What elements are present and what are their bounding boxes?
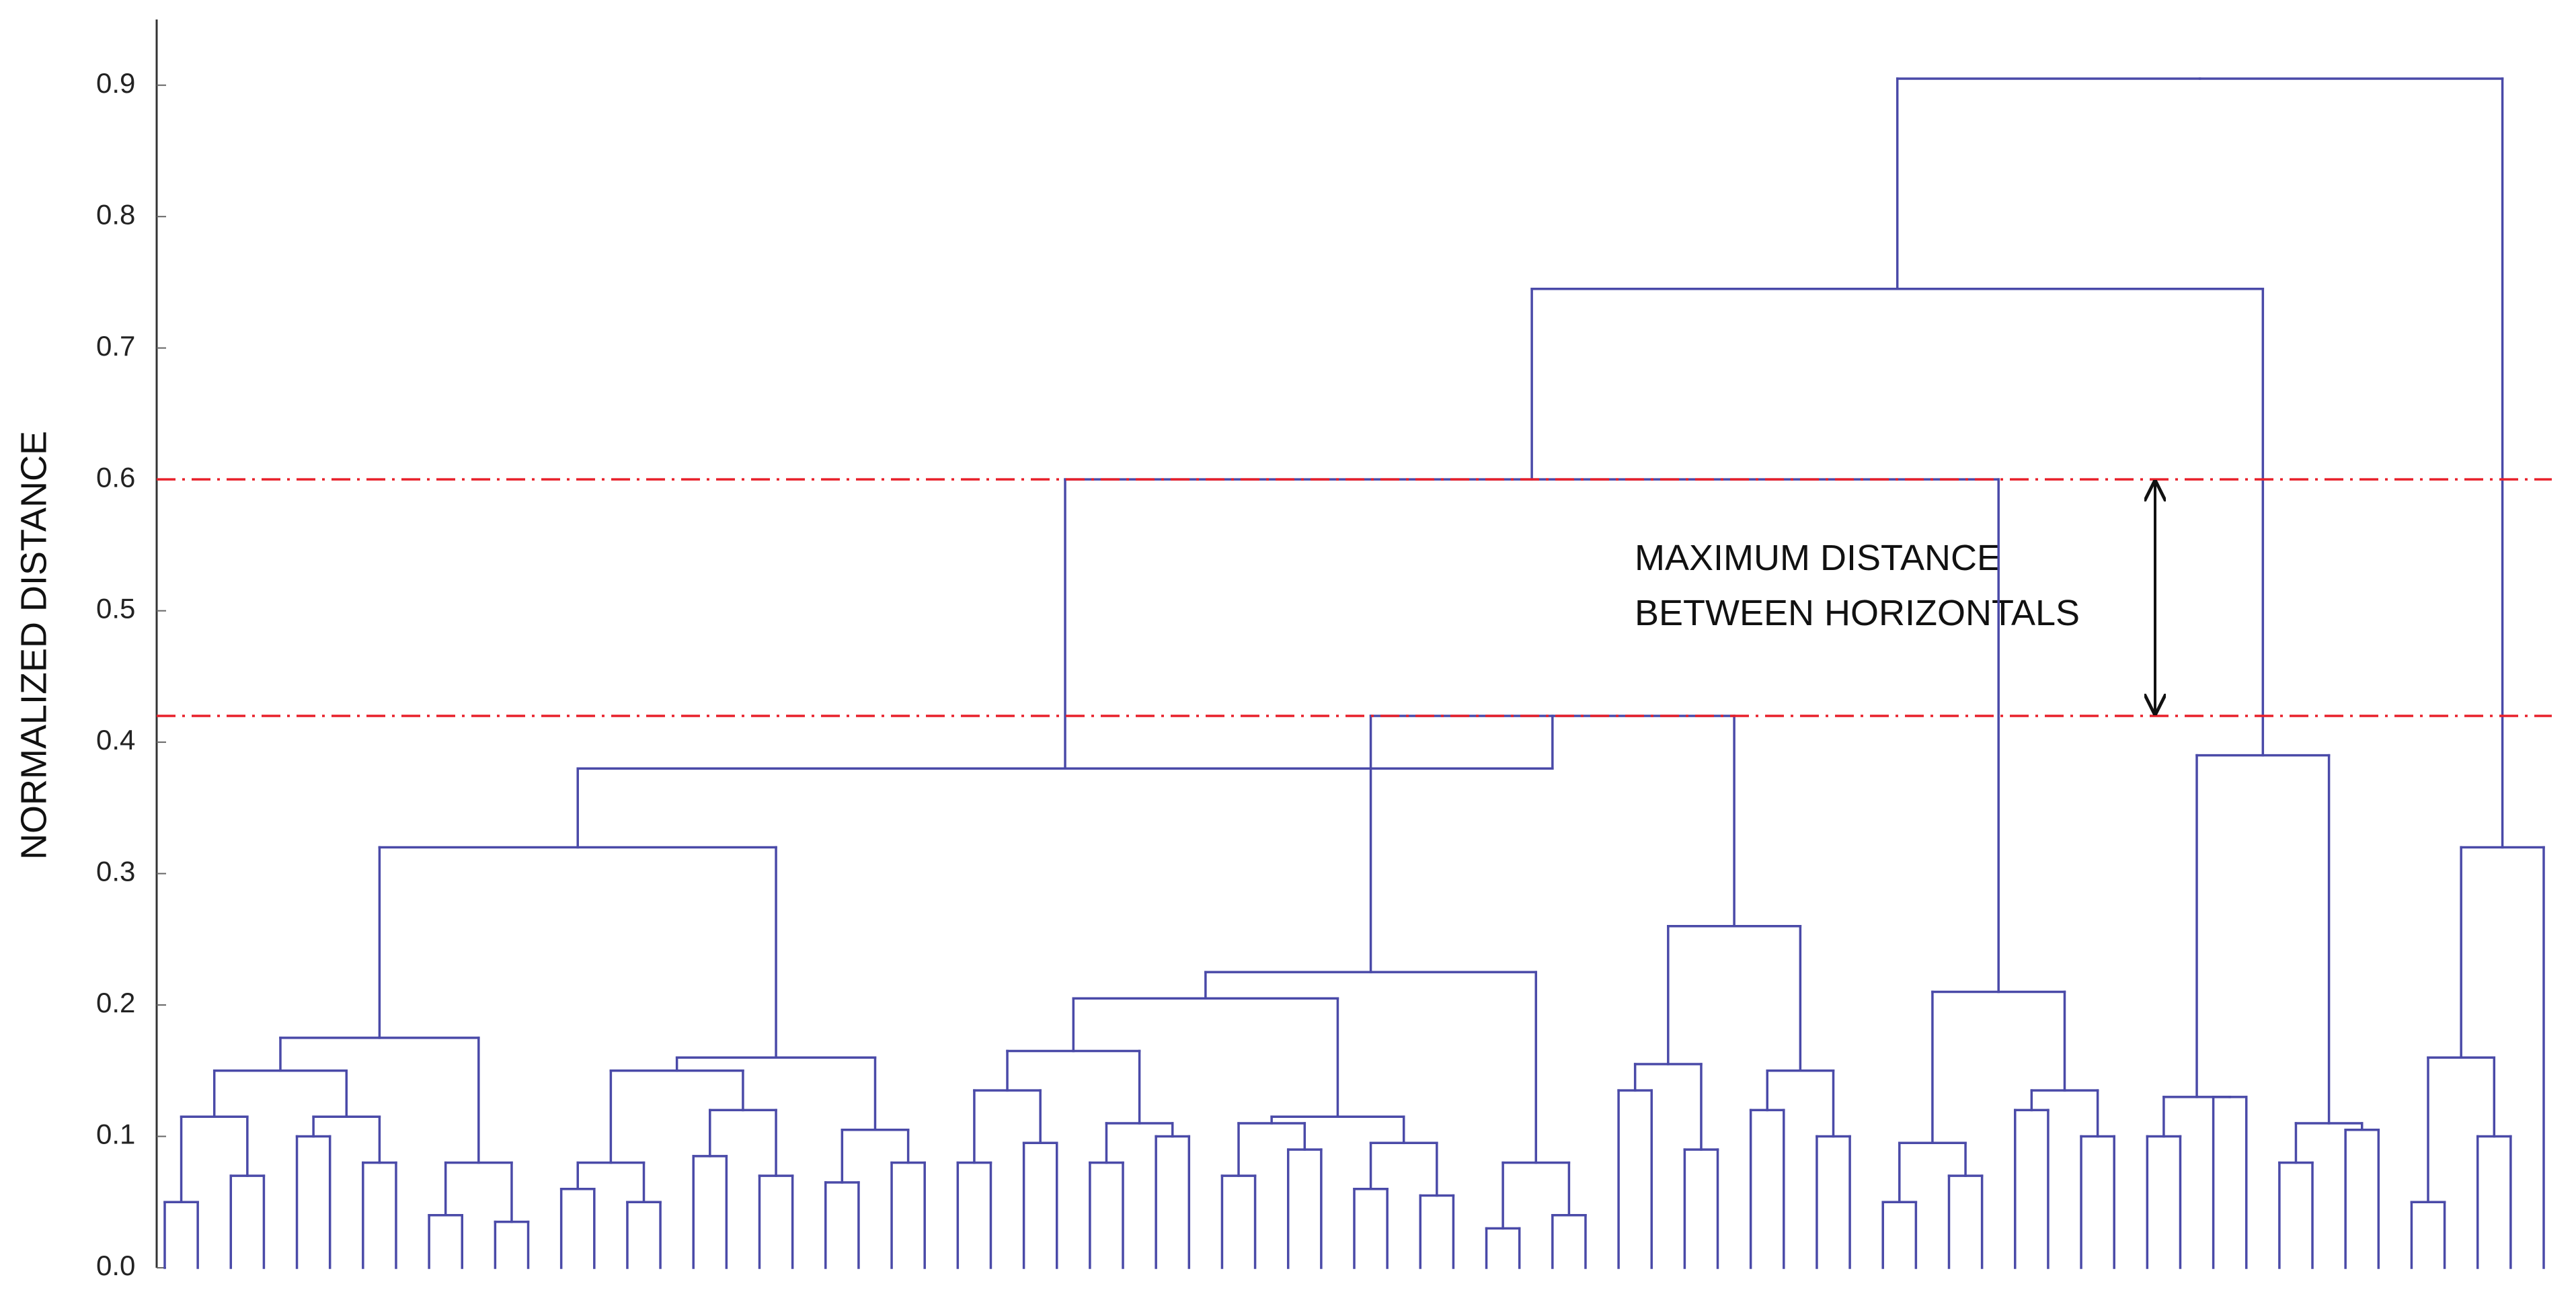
y-tick-label: 0.1 xyxy=(96,1119,135,1150)
annotation-line: MAXIMUM DISTANCE xyxy=(1635,538,2001,578)
y-tick-label: 0.6 xyxy=(96,461,135,493)
y-tick-label: 0.7 xyxy=(96,330,135,362)
y-tick-label: 0.9 xyxy=(96,67,135,99)
y-tick-label: 0.2 xyxy=(96,987,135,1018)
y-tick-label: 0.8 xyxy=(96,198,135,230)
y-tick-label: 0.4 xyxy=(96,724,135,756)
y-tick-label: 0.3 xyxy=(96,856,135,887)
y-tick-label: 0.0 xyxy=(96,1250,135,1281)
annotation-line: BETWEEN HORIZONTALS xyxy=(1635,593,2080,633)
y-tick-label: 0.5 xyxy=(96,593,135,624)
y-axis-label: NORMALIZED DISTANCE xyxy=(13,431,54,860)
